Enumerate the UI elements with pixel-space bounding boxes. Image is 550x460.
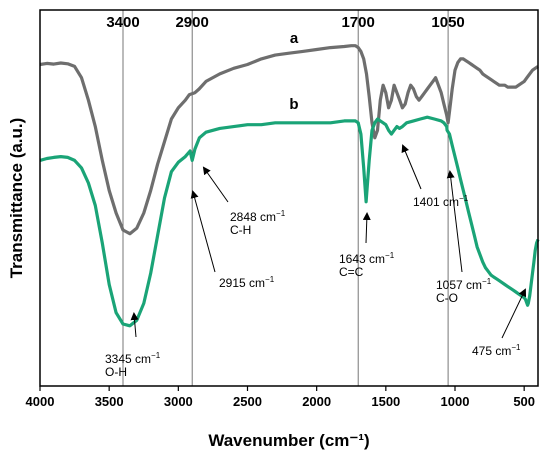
reference-lines: 3400 2900 1700 1050 [106,10,465,386]
series-line-b [39,115,540,328]
y-axis-title: Transmittance (a.u.) [7,118,26,279]
annotation-label-1: 2915 cm−1 [219,275,275,290]
annotation-label-5: 1057 cm−1 C-O [436,277,492,305]
x-axis-title: Wavenumber (cm⁻¹) [208,431,369,450]
x-tick-label-1000: 1000 [441,394,470,409]
annotation-arrow-0 [130,312,139,338]
x-axis-ticks: 4000 3500 3000 2500 2000 1500 1000 500 [26,386,535,409]
annotation-arrow-6 [501,288,527,339]
series-label-b: b [289,96,298,113]
series-layer: ab [39,30,540,328]
annotation-label-4: 1401 cm−1 [413,194,469,209]
annotation-arrow-2 [202,166,229,203]
x-tick-label-2000: 2000 [302,394,331,409]
x-tick-label-3500: 3500 [95,394,124,409]
annotation-label-3: 1643 cm−1 C=C [339,251,395,279]
x-tick-label-500: 500 [513,394,535,409]
reference-label-3400: 3400 [106,14,139,31]
series-line-a [39,44,539,236]
annotation-arrow-1 [190,190,216,273]
reference-label-1050: 1050 [431,14,464,31]
annotation-arrow-3 [362,212,371,244]
x-tick-label-4000: 4000 [26,394,55,409]
x-tick-label-1500: 1500 [371,394,400,409]
plot-frame [39,9,539,387]
annotation-layer: 3345 cm−1 O-H 2915 cm−1 2848 cm−1 C-H 1643 cm… [105,144,527,379]
x-tick-label-2500: 2500 [233,394,262,409]
annotation-arrow-4 [401,144,422,190]
annotation-label-2: 2848 cm−1 C-H [230,209,286,237]
annotation-arrow-5 [446,170,463,273]
series-label-a: a [290,30,299,47]
annotation-label-0: 3345 cm−1 O-H [105,351,161,379]
x-tick-label-3000: 3000 [164,394,193,409]
annotation-label-6: 475 cm−1 [472,343,521,358]
reference-label-2900: 2900 [175,14,208,31]
reference-label-1700: 1700 [341,14,374,31]
